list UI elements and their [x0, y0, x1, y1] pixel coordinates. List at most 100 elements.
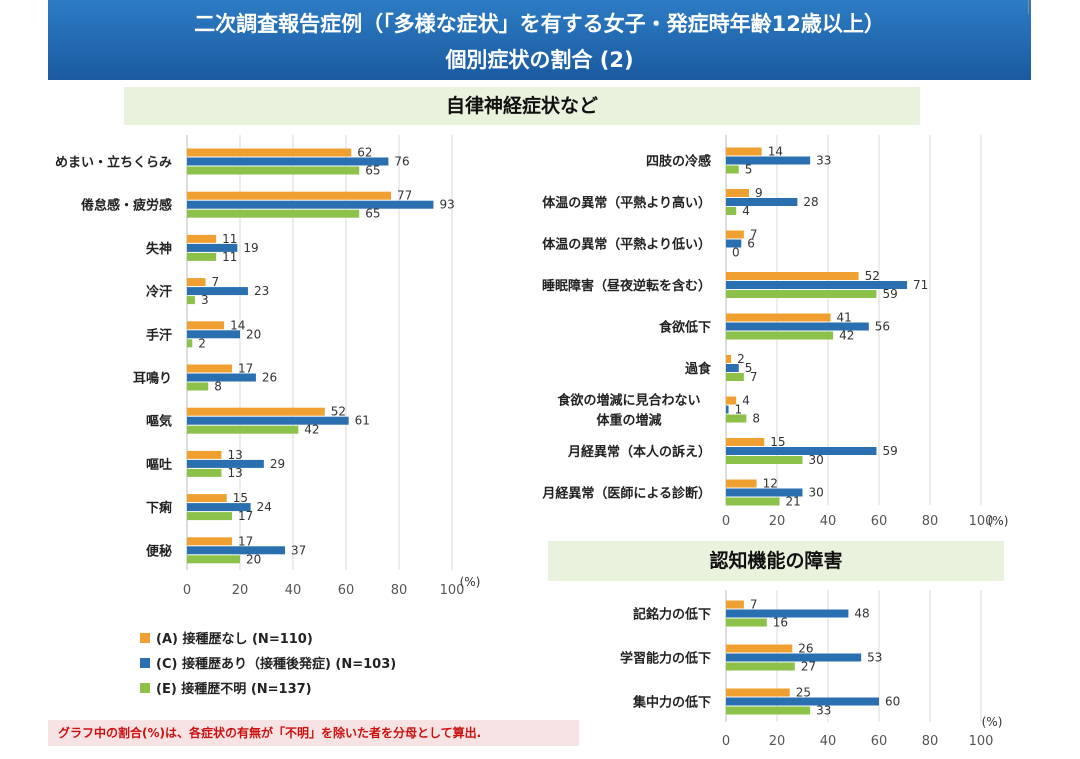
x-tick-label: 20 — [232, 583, 249, 598]
data-label: 15 — [233, 491, 248, 505]
bar-e — [187, 339, 193, 348]
data-label: 3 — [201, 293, 209, 307]
bar-a — [187, 278, 206, 287]
bar-a — [726, 313, 831, 322]
category-label: 嘔吐 — [146, 457, 172, 473]
bar-c — [187, 546, 286, 555]
bar-c — [726, 198, 798, 206]
data-label: 27 — [801, 660, 816, 674]
data-label: 24 — [257, 500, 272, 514]
legend-swatch-a — [140, 632, 150, 643]
data-label: 1 — [735, 403, 743, 417]
bar-c — [726, 239, 742, 248]
bar-e — [187, 382, 209, 391]
bar-c — [187, 287, 248, 296]
x-tick-label: 0 — [722, 734, 730, 749]
category-label: 嘔気 — [146, 414, 172, 430]
data-label: 42 — [304, 423, 319, 437]
data-label: 60 — [885, 695, 900, 709]
bar-c — [726, 653, 862, 662]
x-tick-label: 40 — [820, 514, 837, 529]
bar-e — [187, 209, 360, 218]
data-label: 4 — [742, 394, 750, 408]
x-tick-label: 80 — [922, 734, 939, 749]
data-label: 14 — [768, 145, 783, 159]
bar-c — [726, 609, 849, 618]
category-label: 記銘力の低下 — [633, 607, 711, 623]
bar-e — [726, 618, 767, 627]
bar-c — [726, 322, 869, 331]
bar-e — [726, 706, 811, 715]
category-label: 下痢 — [146, 500, 172, 516]
x-tick-label: 20 — [769, 514, 786, 529]
bar-c — [187, 157, 389, 166]
data-label: 0 — [732, 246, 740, 260]
bar-e — [726, 290, 877, 298]
data-label: 37 — [291, 543, 306, 557]
x-tick-label: 100 — [969, 734, 994, 749]
data-label: 16 — [773, 616, 788, 630]
divider — [1028, 0, 1029, 14]
bar-a — [187, 234, 217, 243]
data-label: 30 — [809, 486, 824, 500]
category-label: 食欲の増減に見合わない — [557, 393, 700, 409]
bar-c — [726, 405, 729, 414]
data-label: 41 — [837, 311, 852, 325]
data-label: 17 — [238, 534, 253, 548]
bar-c — [726, 488, 803, 497]
title-banner: 二次調査報告症例（「多様な症状」を有する女子・発症時年齢12歳以上） 個別症状の… — [48, 0, 1031, 80]
category-label: 月経異常（医師による診断） — [541, 486, 711, 502]
bar-a — [187, 321, 225, 330]
bar-c — [726, 447, 877, 455]
data-label: 26 — [798, 642, 813, 656]
data-label: 14 — [230, 318, 245, 332]
data-label: 52 — [331, 405, 346, 419]
data-label: 65 — [365, 164, 380, 178]
x-tick-label: 60 — [338, 583, 355, 598]
bar-a — [187, 364, 233, 373]
bar-e — [187, 468, 222, 477]
bar-a — [726, 644, 793, 653]
bar-c — [187, 373, 256, 382]
category-label: 耳鳴り — [133, 371, 172, 387]
data-label: 23 — [254, 284, 269, 298]
bar-c — [187, 459, 264, 468]
bar-e — [726, 207, 737, 215]
category-label: 学習能力の低下 — [620, 651, 711, 667]
legend-item-a: (A) 接種歴なし (N=110) — [140, 625, 396, 650]
bar-a — [187, 407, 325, 416]
data-label: 53 — [867, 651, 882, 665]
bar-c — [187, 243, 238, 252]
bar-e — [726, 414, 747, 423]
bar-c — [187, 330, 240, 339]
category-label: 四肢の冷感 — [646, 154, 711, 170]
bar-a — [726, 355, 732, 363]
data-label: 6 — [747, 237, 755, 251]
data-label: 19 — [243, 241, 258, 255]
bar-c — [187, 200, 434, 209]
unit-label: (%) — [982, 715, 1003, 729]
category-label: 手汗 — [146, 327, 172, 343]
data-label: 2 — [198, 336, 206, 350]
data-label: 65 — [365, 207, 380, 221]
category-label: 冷汗 — [146, 284, 172, 300]
data-label: 93 — [439, 198, 454, 212]
bar-a — [187, 191, 392, 200]
data-label: 71 — [913, 278, 928, 292]
category-label: 体重の増減 — [596, 413, 661, 429]
legend-label-c: (C) 接種歴あり（接種後発症) (N=103) — [156, 657, 397, 672]
data-label: 28 — [803, 195, 818, 209]
legend-label-e: (E) 接種歴不明 (N=137) — [156, 682, 312, 697]
legend-swatch-c — [140, 657, 150, 668]
data-label: 26 — [262, 371, 277, 385]
title-line-2: 個別症状の割合 (2) — [445, 48, 634, 72]
data-label: 25 — [796, 686, 811, 700]
data-label: 5 — [745, 361, 753, 375]
data-label: 12 — [763, 477, 778, 491]
data-label: 7 — [750, 228, 758, 242]
data-label: 11 — [222, 232, 237, 246]
data-label: 76 — [394, 155, 409, 169]
section-title-autonomic: 自律神経症状など — [124, 87, 920, 125]
bar-e — [726, 165, 739, 174]
bar-e — [726, 456, 803, 464]
